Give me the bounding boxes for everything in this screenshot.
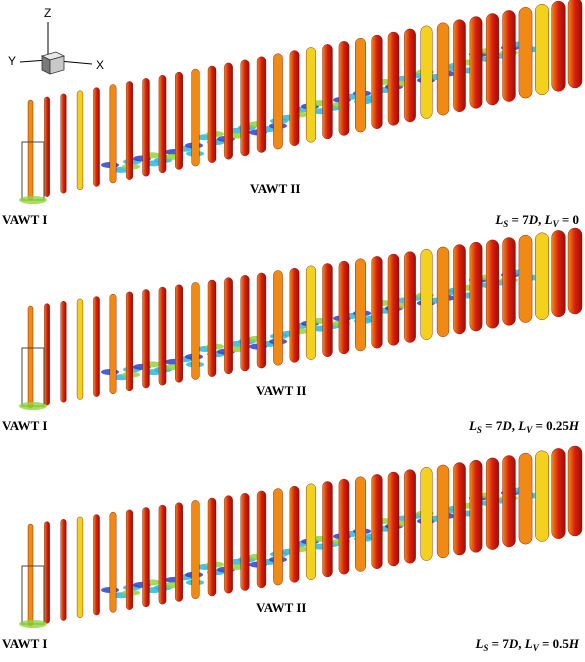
vortex-structures: [19, 445, 583, 628]
turbine-1-label: VAWT I: [2, 418, 48, 433]
vortex-wake-render-1: [19, 0, 583, 204]
vortex-structures: [19, 227, 583, 410]
turbine-2-label: VAWT II: [256, 383, 307, 398]
axes-triad: Z Y X: [0, 0, 120, 85]
turbine-2-label: VAWT II: [256, 600, 307, 615]
x-axis-label: X: [96, 58, 105, 72]
turbine-1-label: VAWT I: [2, 212, 48, 227]
y-axis-label: Y: [8, 54, 17, 68]
spacing-parameters: LS = 7D, LV = 0.25H: [468, 418, 579, 435]
turbine-1-label: VAWT I: [2, 636, 48, 651]
z-axis-label: Z: [44, 6, 52, 20]
spacing-parameters: LS = 7D, LV = 0: [495, 212, 579, 229]
vortex-structures: [19, 0, 583, 204]
vortex-wake-render-3: [19, 445, 583, 628]
vortex-wake-render-2: [19, 227, 583, 410]
turbine-2-label: VAWT II: [250, 181, 301, 196]
wake-panel-1: VAWT II VAWT I LS = 7D, LV = 0: [0, 0, 585, 229]
axes-triad-graphic: [19, 22, 93, 75]
wake-panel-3: VAWT II VAWT I LS = 7D, LV = 0.5H: [0, 442, 585, 662]
wake-panel-2: VAWT II VAWT I LS = 7D, LV = 0.25H: [0, 222, 585, 442]
spacing-parameters: LS = 7D, LV = 0.5H: [475, 636, 579, 653]
